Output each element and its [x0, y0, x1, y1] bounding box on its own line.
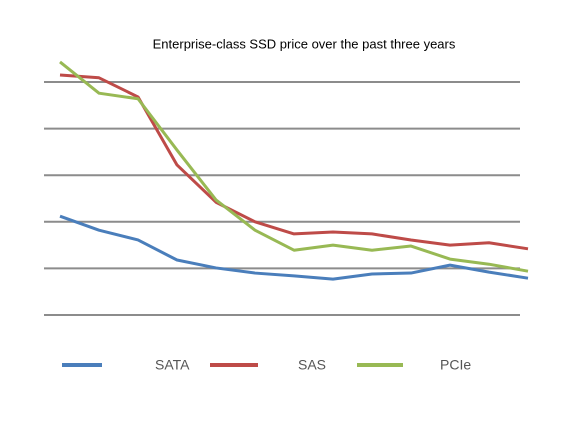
line-series [59, 73, 529, 251]
legend: SATA SAS PCIe [62, 357, 471, 373]
chart-title: Enterprise-class SSD price over the past… [153, 36, 456, 51]
line-series [59, 60, 529, 273]
legend-label: SAS [298, 357, 326, 373]
line-series [59, 214, 529, 281]
legend-label: SATA [155, 357, 190, 373]
legend-label: PCIe [440, 357, 471, 373]
grid [44, 81, 520, 316]
plot [59, 60, 529, 281]
